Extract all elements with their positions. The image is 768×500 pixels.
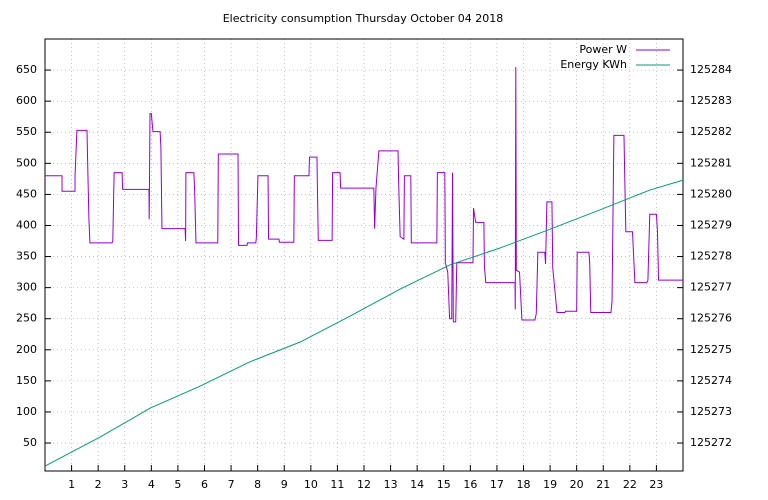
y2-tick-label: 125279 <box>690 218 732 231</box>
y-tick-label: 50 <box>23 436 37 449</box>
x-tick-label: 2 <box>95 478 102 491</box>
y-tick-label: 500 <box>16 156 37 169</box>
y-tick-label: 350 <box>16 250 37 263</box>
x-tick-label: 13 <box>384 478 398 491</box>
x-tick-label: 15 <box>437 478 451 491</box>
y2-tick-label: 125272 <box>690 436 732 449</box>
x-tick-label: 19 <box>543 478 557 491</box>
y2-tick-label: 125280 <box>690 187 732 200</box>
x-tick-label: 3 <box>121 478 128 491</box>
series-line <box>45 66 683 323</box>
y2-tick-label: 125275 <box>690 343 732 356</box>
x-tick-label: 14 <box>410 478 424 491</box>
y-tick-label: 450 <box>16 187 37 200</box>
x-tick-label: 7 <box>228 478 235 491</box>
legend-label: Energy KWh <box>560 58 627 71</box>
y-tick-label: 650 <box>16 63 37 76</box>
x-tick-label: 5 <box>174 478 181 491</box>
y2-tick-label: 125277 <box>690 281 732 294</box>
y2-tick-label: 125273 <box>690 405 732 418</box>
x-tick-label: 9 <box>281 478 288 491</box>
x-tick-label: 12 <box>357 478 371 491</box>
x-tick-label: 18 <box>517 478 531 491</box>
plot-frame <box>44 38 684 472</box>
x-tick-label: 22 <box>623 478 637 491</box>
x-tick-label: 1 <box>68 478 75 491</box>
y-tick-label: 400 <box>16 218 37 231</box>
y-tick-label: 200 <box>16 343 37 356</box>
y2-tick-label: 125281 <box>690 156 732 169</box>
x-tick-label: 10 <box>304 478 318 491</box>
y2-tick-label: 125274 <box>690 374 732 387</box>
legend-label: Power W <box>579 43 627 56</box>
y-tick-label: 100 <box>16 405 37 418</box>
y-tick-label: 550 <box>16 125 37 138</box>
y2-tick-label: 125282 <box>690 125 732 138</box>
x-tick-label: 8 <box>254 478 261 491</box>
y-tick-label: 600 <box>16 94 37 107</box>
y2-tick-label: 125284 <box>690 63 732 76</box>
x-tick-label: 17 <box>490 478 504 491</box>
y2-tick-label: 125278 <box>690 250 732 263</box>
x-tick-label: 16 <box>463 478 477 491</box>
y2-tick-label: 125283 <box>690 94 732 107</box>
y-tick-label: 300 <box>16 281 37 294</box>
x-tick-label: 20 <box>570 478 584 491</box>
x-tick-label: 21 <box>596 478 610 491</box>
y-tick-label: 150 <box>16 374 37 387</box>
x-tick-label: 11 <box>330 478 344 491</box>
x-tick-label: 4 <box>148 478 155 491</box>
y2-tick-label: 125276 <box>690 312 732 325</box>
x-tick-label: 6 <box>201 478 208 491</box>
x-tick-label: 23 <box>649 478 663 491</box>
series-line <box>44 179 684 467</box>
y-tick-label: 250 <box>16 312 37 325</box>
chart-title: Electricity consumption Thursday October… <box>223 12 504 25</box>
